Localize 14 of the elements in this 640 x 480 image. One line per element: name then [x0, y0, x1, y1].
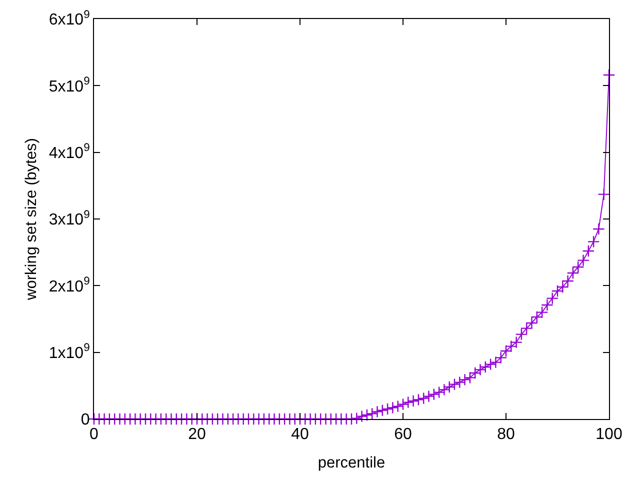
y-tick-label: 2x10$^{9}$: [48, 276, 90, 296]
x-tick-label: 20: [188, 426, 206, 444]
x-tick-label: 40: [291, 426, 309, 444]
y-tick-label: 4x10$^{9}$: [48, 142, 90, 162]
y-axis-title: working set size (bytes): [22, 138, 40, 301]
x-tick-label: 60: [394, 426, 412, 444]
y-tick-label: 3x10$^{9}$: [48, 208, 90, 229]
x-tick-label: 80: [497, 426, 515, 444]
x-tick-label: 100: [596, 426, 622, 444]
y-tick-label: 0: [80, 412, 90, 429]
y-tick-label: 6x10$^{9}$: [48, 8, 90, 29]
x-axis-title: percentile: [318, 454, 386, 472]
y-tick-label: 5x10$^{9}$: [48, 76, 90, 96]
y-tick-label: 1x10$^{9}$: [48, 342, 90, 362]
